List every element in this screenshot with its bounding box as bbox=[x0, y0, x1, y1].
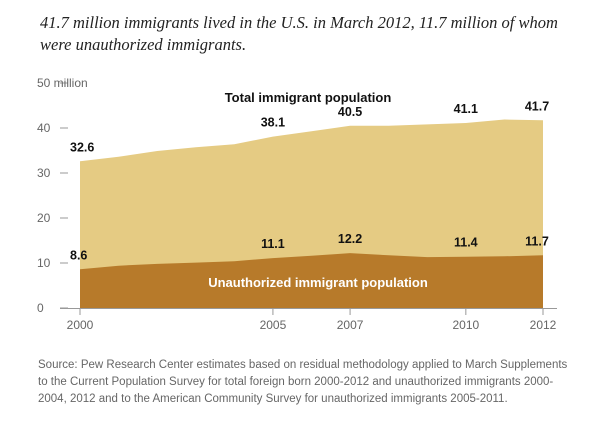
y-tick-label: 30 bbox=[37, 166, 51, 180]
data-label: 11.4 bbox=[454, 236, 478, 250]
x-tick-label: 2000 bbox=[67, 318, 94, 332]
unauthorized-immigrant-area bbox=[80, 253, 543, 308]
y-tick-label: 20 bbox=[37, 211, 51, 225]
chart-title: 41.7 million immigrants lived in the U.S… bbox=[40, 13, 558, 54]
y-tick-label: 40 bbox=[37, 121, 51, 135]
data-label: 40.5 bbox=[338, 105, 362, 119]
x-tick-label: 2005 bbox=[260, 318, 287, 332]
data-label: 32.6 bbox=[70, 140, 94, 154]
series-label-unauthorized: Unauthorized immigrant population bbox=[208, 275, 428, 290]
source-note: Source: Pew Research Center estimates ba… bbox=[38, 359, 568, 405]
y-tick-label: 50 million bbox=[37, 76, 88, 90]
x-tick-label: 2007 bbox=[337, 318, 364, 332]
series-label-total: Total immigrant population bbox=[225, 90, 392, 105]
data-label: 41.7 bbox=[525, 99, 549, 113]
data-label: 38.1 bbox=[261, 116, 285, 130]
data-label: 11.1 bbox=[261, 237, 285, 251]
data-label: 11.7 bbox=[525, 234, 549, 248]
data-label: 12.2 bbox=[338, 232, 362, 246]
data-label: 8.6 bbox=[70, 248, 87, 262]
y-tick-label: 10 bbox=[37, 256, 51, 270]
y-tick-label: 0 bbox=[37, 301, 44, 315]
x-tick-label: 2012 bbox=[530, 318, 557, 332]
x-tick-label: 2010 bbox=[452, 318, 479, 332]
data-label: 41.1 bbox=[454, 102, 478, 116]
chart-area: 0 10 20 30 40 50 million 2000 2005 2007 2010 2012 3… bbox=[37, 76, 557, 332]
